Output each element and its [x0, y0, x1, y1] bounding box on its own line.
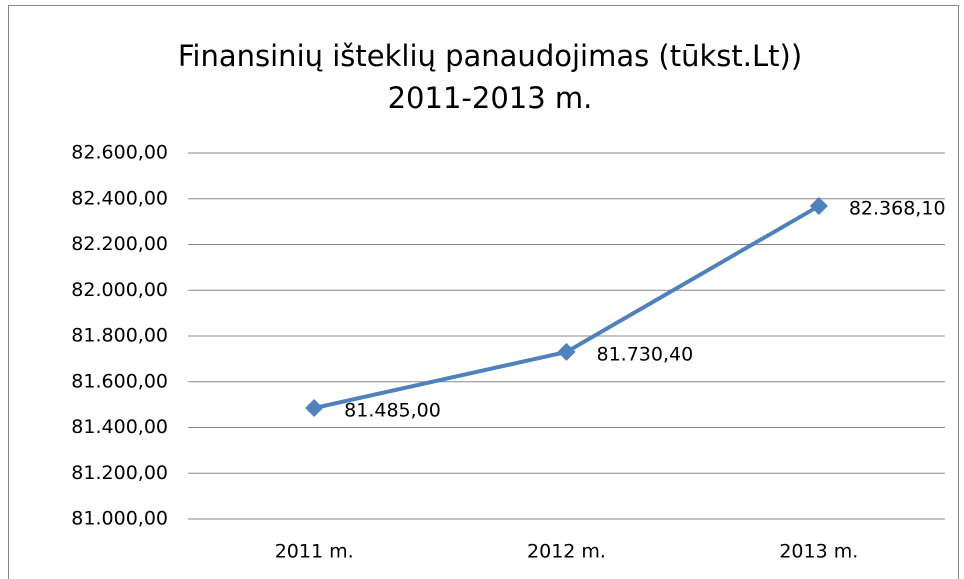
y-tick-label: 82.000,00 [71, 279, 168, 301]
point-marker [305, 399, 324, 418]
y-tick-label: 81.800,00 [71, 325, 168, 347]
chart-subtitle: 2011-2013 m. [388, 81, 593, 115]
y-tick-label: 82.400,00 [71, 187, 168, 209]
data-label: 82.368,10 [849, 198, 946, 220]
data-label: 81.730,40 [597, 343, 694, 365]
y-tick-label: 82.600,00 [71, 142, 168, 164]
point-marker [809, 197, 828, 216]
data-label: 81.485,00 [344, 400, 441, 422]
x-tick-label: 2013 m. [779, 541, 858, 563]
x-tick-label: 2011 m. [275, 541, 354, 563]
y-tick-label: 81.000,00 [71, 508, 168, 530]
y-tick-label: 81.600,00 [71, 370, 168, 392]
point-marker [557, 342, 576, 361]
y-tick-label: 81.200,00 [71, 462, 168, 484]
x-tick-label: 2012 m. [527, 541, 606, 563]
y-tick-label: 82.200,00 [71, 233, 168, 255]
y-tick-label: 81.400,00 [71, 416, 168, 438]
chart-frame [8, 5, 959, 579]
chart-title: Finansinių išteklių panaudojimas (tūkst.… [178, 39, 802, 73]
